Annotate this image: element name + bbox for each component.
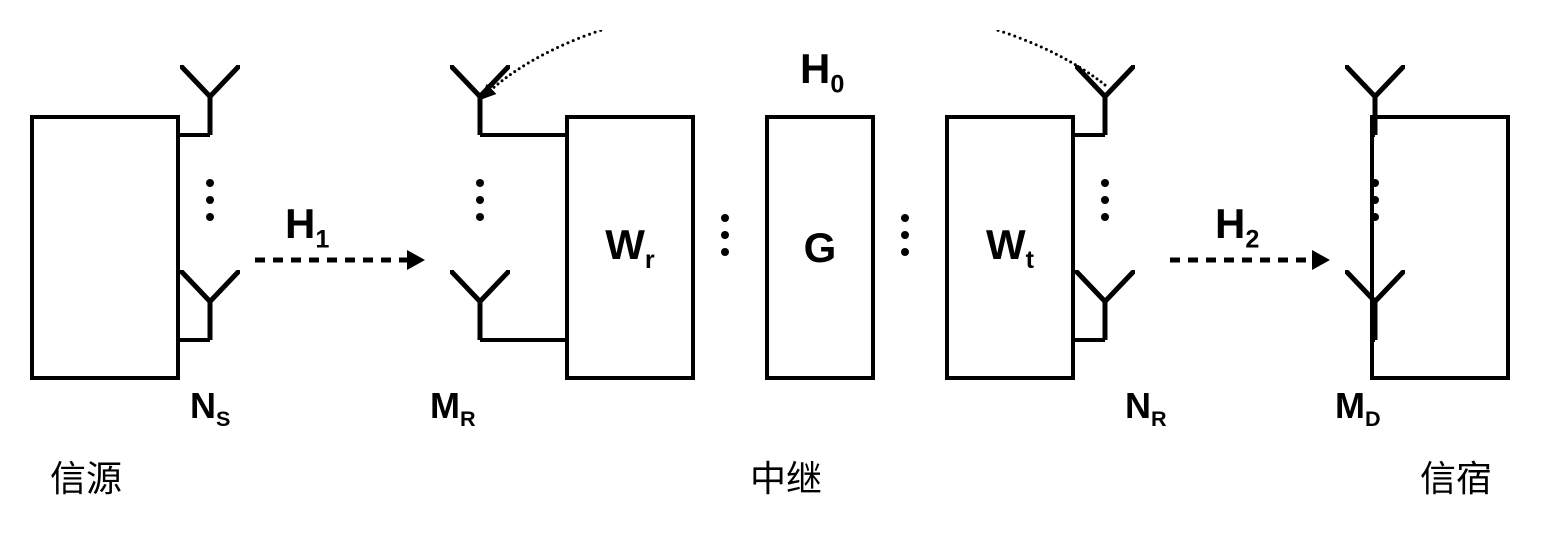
connector-line (480, 338, 565, 342)
nr_tx-count-label: NR (1125, 385, 1167, 432)
source-caption: 信源 (50, 450, 122, 502)
ns_tx-count-label: NS (190, 385, 230, 432)
relay-caption: 中继 (750, 450, 822, 502)
connector-line (1075, 338, 1105, 342)
connector-line (180, 338, 210, 342)
antenna-icon (1345, 270, 1405, 340)
channel-arrow (255, 245, 425, 280)
md_rx-count-label: MD (1335, 385, 1381, 432)
channel-arrow (1170, 245, 1330, 280)
mr_rx-count-label: MR (430, 385, 476, 432)
antenna-icon (1075, 270, 1135, 340)
relay-system-diagram: WrGWt NS MR NR MDH1 H2 H0信源中继信宿 (30, 30, 1510, 510)
dest-caption: 信宿 (1420, 450, 1492, 502)
g-label: G (769, 224, 871, 272)
antenna-icon (180, 270, 240, 340)
loopback-arc (30, 30, 1510, 230)
antenna-icon (450, 270, 510, 340)
connector-line (1370, 338, 1375, 342)
